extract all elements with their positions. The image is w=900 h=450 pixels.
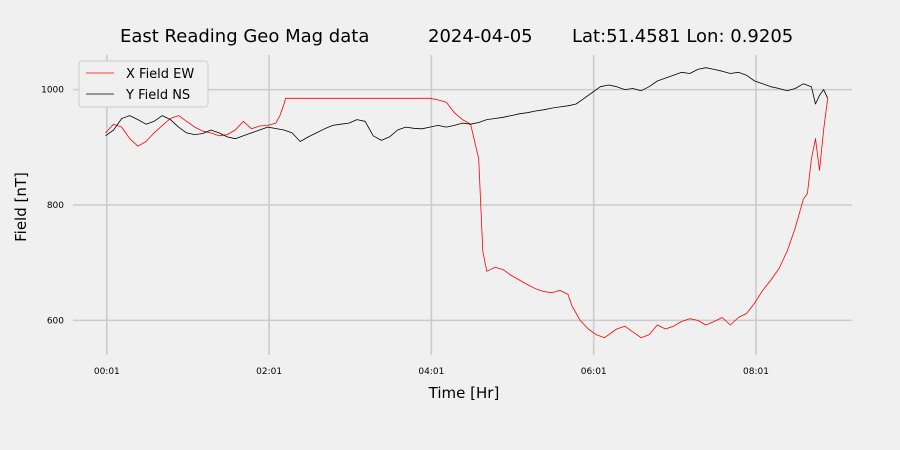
x-tick-labels: 00:01 02:01 04:01 06:01 08:01 xyxy=(94,367,769,377)
x-tick-label: 02:01 xyxy=(256,367,282,377)
legend-box xyxy=(78,60,209,108)
legend-label-y-field: Y Field NS xyxy=(125,88,190,103)
chart-title-location: Lat:51.4581 Lon: 0.9205 xyxy=(572,26,793,47)
series-line-x-field xyxy=(105,97,829,339)
x-tick-label: 00:01 xyxy=(94,367,120,377)
chart-title-main: East Reading Geo Mag data xyxy=(120,26,369,47)
y-axis-label: Field [nT] xyxy=(12,172,30,242)
legend-label-x-field: X Field EW xyxy=(126,67,194,82)
series-line-y-field xyxy=(105,67,829,142)
x-axis-label: Time [Hr] xyxy=(428,384,500,402)
x-tick-label: 06:01 xyxy=(581,367,607,377)
y-tick-labels: 600 800 1000 xyxy=(41,86,64,327)
y-tick-label: 1000 xyxy=(41,86,64,96)
y-tick-label: 800 xyxy=(47,201,64,211)
legend: X Field EW Y Field NS xyxy=(78,60,209,108)
series-lines xyxy=(105,67,829,339)
y-tick-label: 600 xyxy=(47,316,64,326)
x-tick-label: 04:01 xyxy=(418,367,444,377)
x-tick-label: 08:01 xyxy=(743,367,769,377)
chart-title-date: 2024-04-05 xyxy=(428,26,533,47)
